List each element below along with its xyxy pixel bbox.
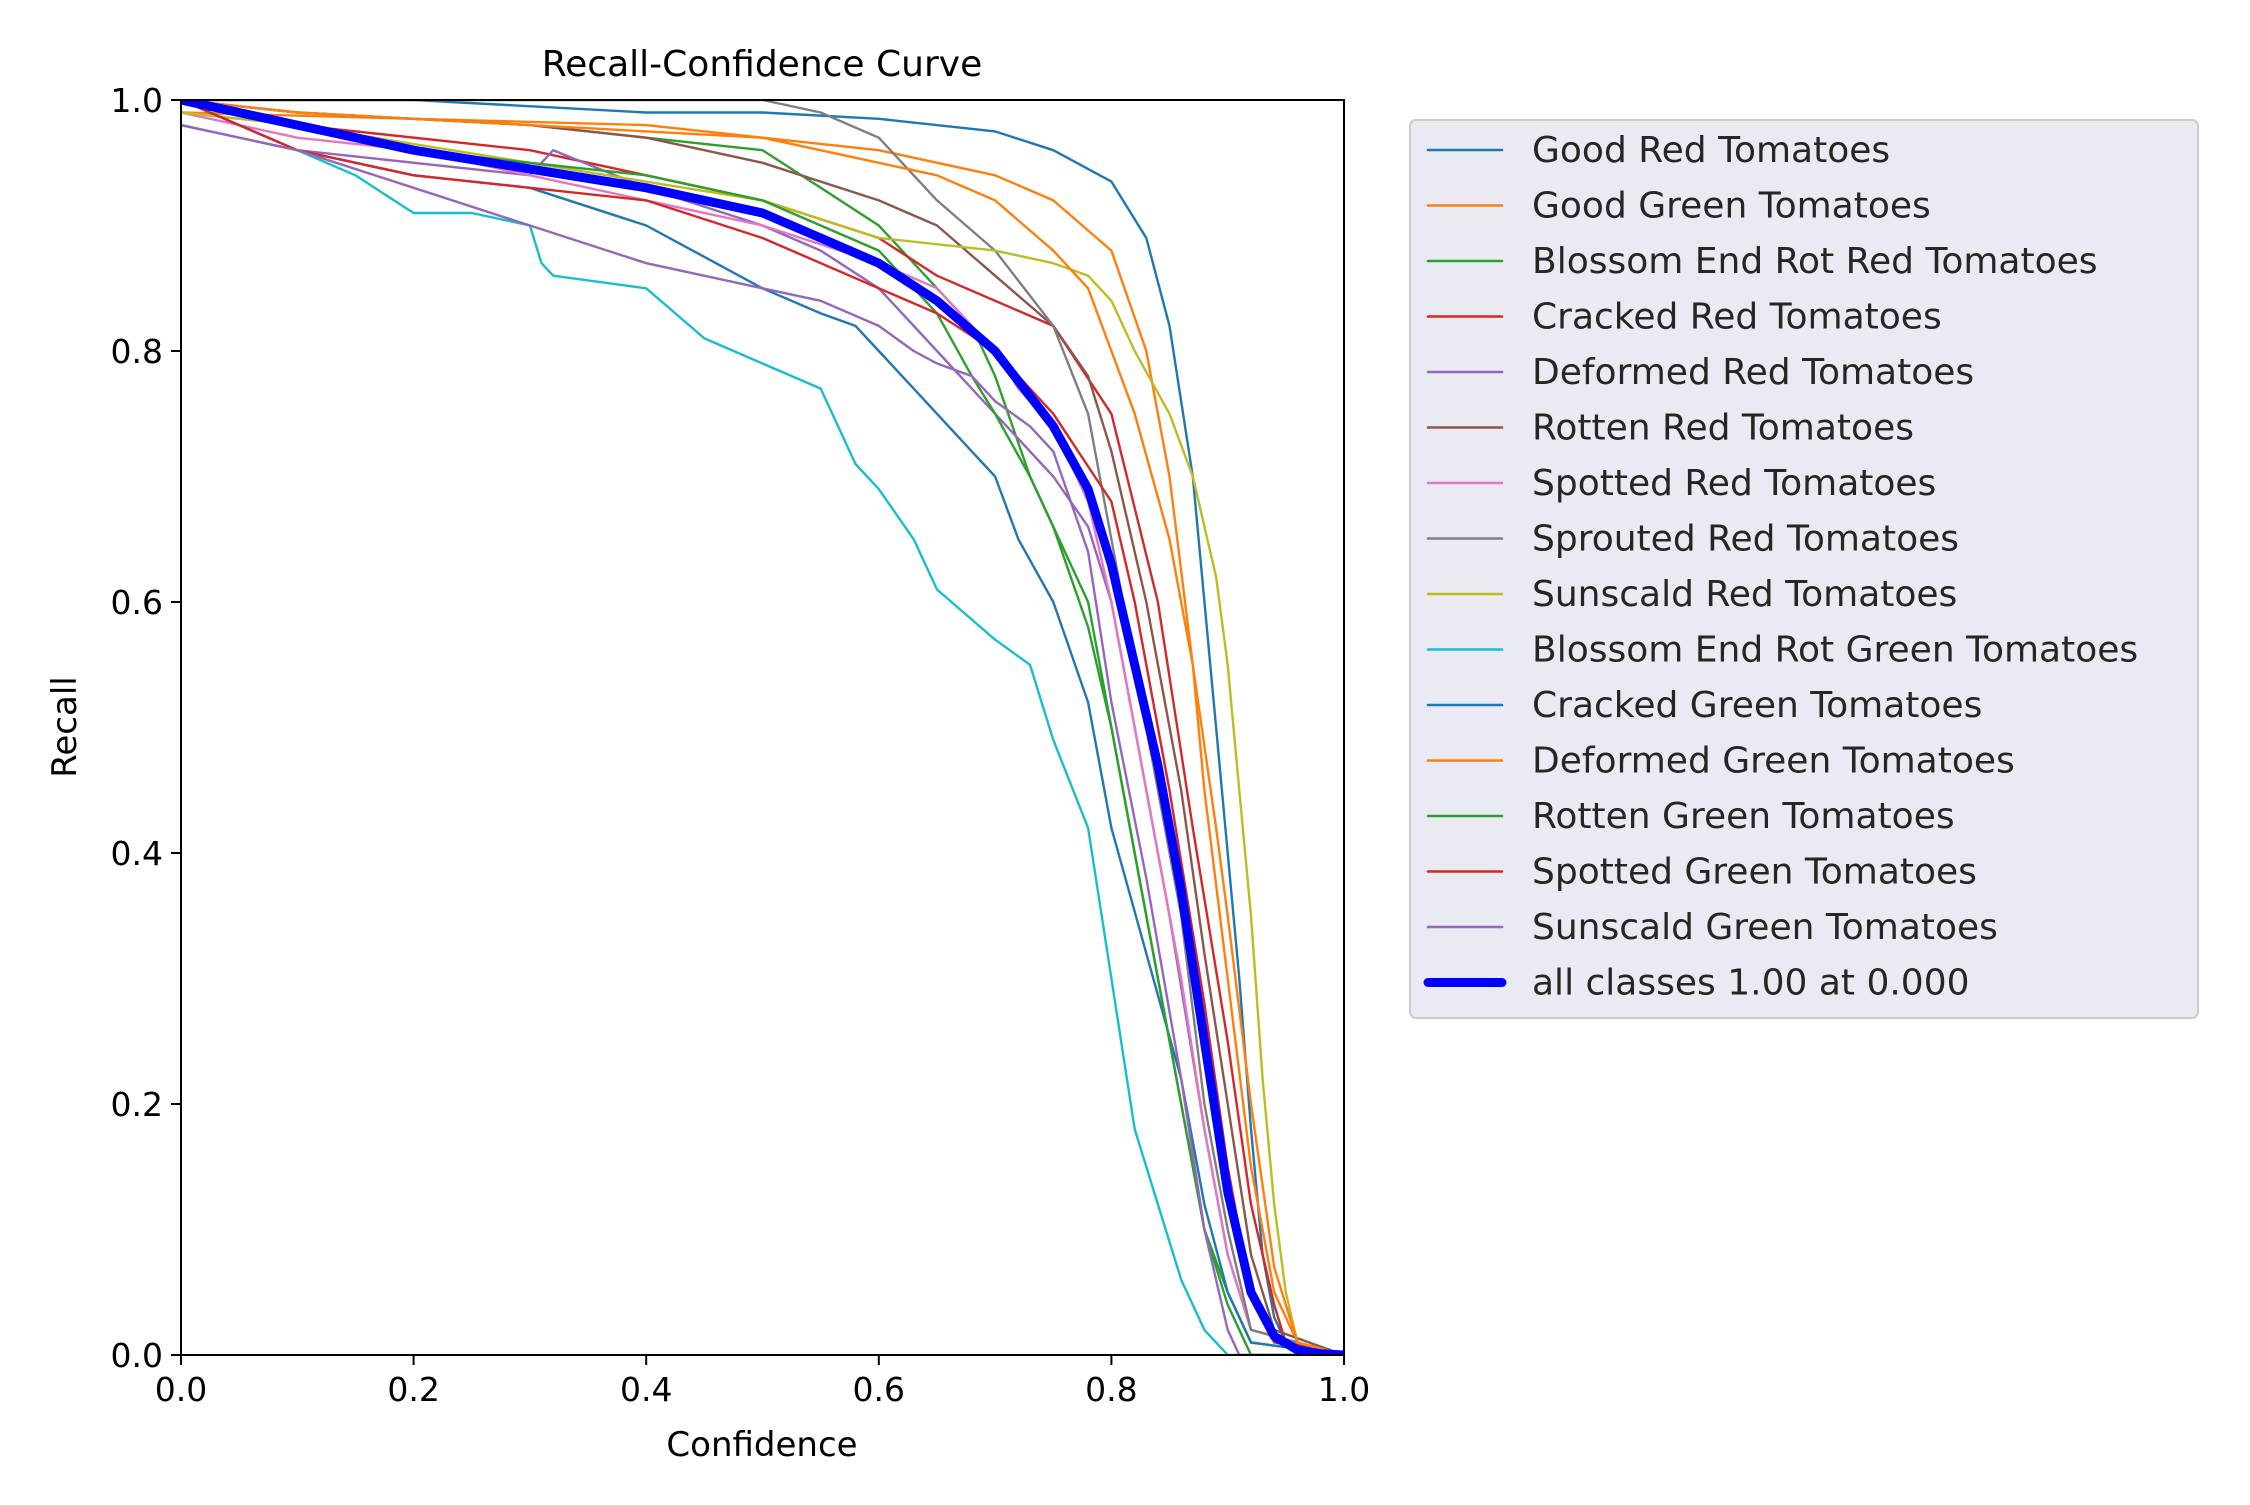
legend-label-good-red-tomatoes: Good Red Tomatoes — [1532, 130, 1890, 171]
legend-label-blossom-end-rot-red-tomatoes: Blossom End Rot Red Tomatoes — [1532, 241, 2098, 282]
legend: Good Red Tomatoes Good Green Tomatoes Blos… — [1409, 119, 2199, 1019]
y-axis-label: Recall — [45, 676, 85, 777]
x-axis-label: Confidence — [666, 1425, 857, 1465]
series-line-good-red-tomatoes — [181, 100, 1344, 1355]
y-tick-label: 0.4 — [111, 834, 163, 873]
x-tick-label: 0.6 — [853, 1370, 905, 1409]
series-line-spotted-red-tomatoes — [181, 111, 1344, 1355]
legend-label-rotten-green-tomatoes: Rotten Green Tomatoes — [1532, 796, 1955, 837]
legend-label-cracked-red-tomatoes: Cracked Red Tomatoes — [1532, 297, 1942, 338]
legend-label-spotted-green-tomatoes: Spotted Green Tomatoes — [1532, 852, 1977, 893]
series-line-good-green-tomatoes — [181, 111, 1344, 1355]
y-tick-label: 1.0 — [111, 81, 163, 120]
series-line-rotten-green-tomatoes — [181, 100, 1344, 1355]
x-tick-label: 1.0 — [1318, 1370, 1370, 1409]
series-line-cracked-green-tomatoes — [181, 100, 1344, 1355]
series-line-sprouted-red-tomatoes — [181, 100, 1344, 1355]
series-line-sunscald-green-tomatoes — [181, 123, 1344, 1355]
chart-title: Recall-Confidence Curve — [542, 44, 982, 85]
y-tick-label: 0.8 — [111, 332, 163, 371]
series-layer — [181, 100, 1344, 1355]
legend-label-sprouted-red-tomatoes: Sprouted Red Tomatoes — [1532, 519, 1959, 560]
y-tick-label: 0.2 — [111, 1085, 163, 1124]
x-axis-ticks: 0.0 0.2 0.4 0.6 0.8 1.0 — [155, 1355, 1370, 1409]
plot-area — [180, 99, 1345, 1356]
y-tick-label: 0.0 — [111, 1336, 163, 1375]
legend-label-rotten-red-tomatoes: Rotten Red Tomatoes — [1532, 408, 1914, 449]
legend-label-sunscald-green-tomatoes: Sunscald Green Tomatoes — [1532, 907, 1998, 948]
legend-label-cracked-green-tomatoes: Cracked Green Tomatoes — [1532, 685, 1982, 726]
series-line-deformed-green-tomatoes — [181, 100, 1344, 1355]
legend-label-sunscald-red-tomatoes: Sunscald Red Tomatoes — [1532, 574, 1957, 615]
series-line-all-classes-1-00-at-0-000 — [181, 100, 1344, 1355]
x-tick-label: 0.0 — [155, 1370, 207, 1409]
x-tick-label: 0.4 — [620, 1370, 672, 1409]
legend-label-good-green-tomatoes: Good Green Tomatoes — [1532, 186, 1931, 227]
legend-label-deformed-red-tomatoes: Deformed Red Tomatoes — [1532, 352, 1974, 393]
legend-label-blossom-end-rot-green-tomatoes: Blossom End Rot Green Tomatoes — [1532, 630, 2138, 671]
legend-label-all-classes-1-00-at-0-000: all classes 1.00 at 0.000 — [1532, 963, 1970, 1004]
legend-label-spotted-red-tomatoes: Spotted Red Tomatoes — [1532, 463, 1936, 504]
plot-frame — [180, 99, 1345, 1356]
x-tick-label: 0.2 — [387, 1370, 439, 1409]
legend-label-deformed-green-tomatoes: Deformed Green Tomatoes — [1532, 741, 2015, 782]
legend-items: Good Red Tomatoes Good Green Tomatoes Blos… — [1423, 130, 2138, 1004]
y-tick-label: 0.6 — [111, 583, 163, 622]
series-line-blossom-end-rot-green-tomatoes — [181, 100, 1344, 1355]
series-line-sunscald-red-tomatoes — [181, 111, 1344, 1355]
y-axis-ticks: 0.0 0.2 0.4 0.6 0.8 1.0 — [111, 81, 181, 1375]
x-tick-label: 0.8 — [1085, 1370, 1137, 1409]
legend-background — [1409, 119, 2199, 1019]
